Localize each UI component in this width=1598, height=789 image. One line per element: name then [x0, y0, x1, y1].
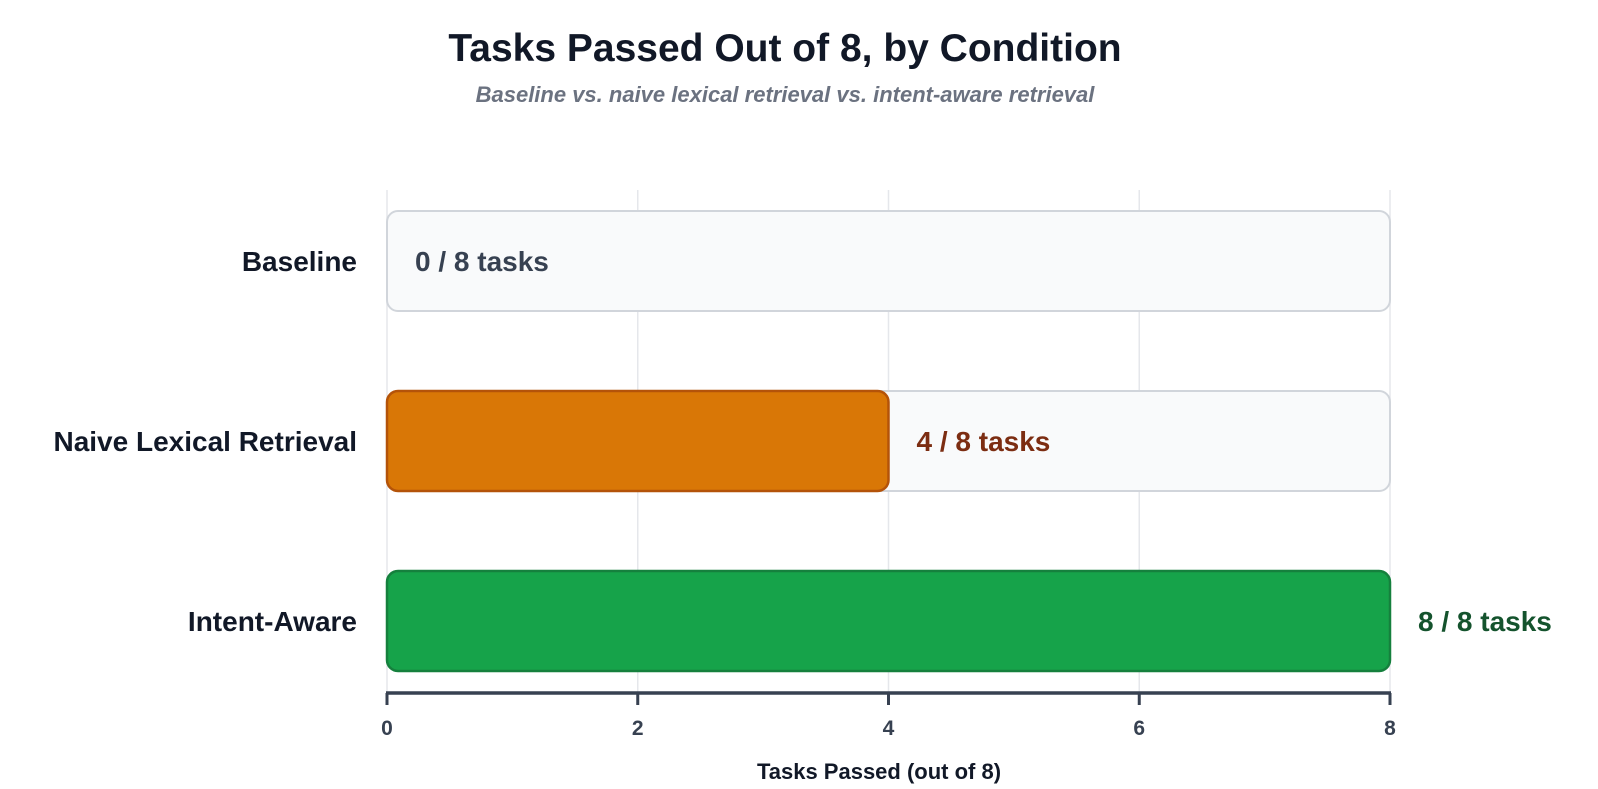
value-label-1: 4 / 8 tasks: [917, 426, 1051, 457]
bar-track-0: [386, 210, 1391, 312]
bar-2: [385, 569, 1392, 673]
category-label-2: Intent-Aware: [188, 606, 357, 637]
x-tick-label-2: 2: [632, 717, 644, 740]
chart-title: Tasks Passed Out of 8, by Condition: [448, 27, 1121, 70]
bars: Baseline 0 / 8 tasks Naive Lexical Retriev…: [53, 210, 1552, 673]
bar-1: [385, 389, 890, 493]
x-axis-title: Tasks Passed (out of 8): [757, 759, 1001, 784]
x-tick-label-6: 6: [1133, 717, 1145, 740]
category-label-1: Naive Lexical Retrieval: [53, 426, 357, 457]
x-tick-label-8: 8: [1384, 717, 1396, 740]
x-axis: 0 2 4 6 8: [381, 691, 1396, 740]
x-tick-label-0: 0: [381, 717, 393, 740]
x-tick-label-4: 4: [883, 717, 895, 740]
category-label-0: Baseline: [242, 246, 357, 277]
value-label-0: 0 / 8 tasks: [415, 246, 549, 277]
chart-subtitle: Baseline vs. naive lexical retrieval vs.…: [476, 82, 1096, 107]
value-label-2: 8 / 8 tasks: [1418, 606, 1552, 637]
